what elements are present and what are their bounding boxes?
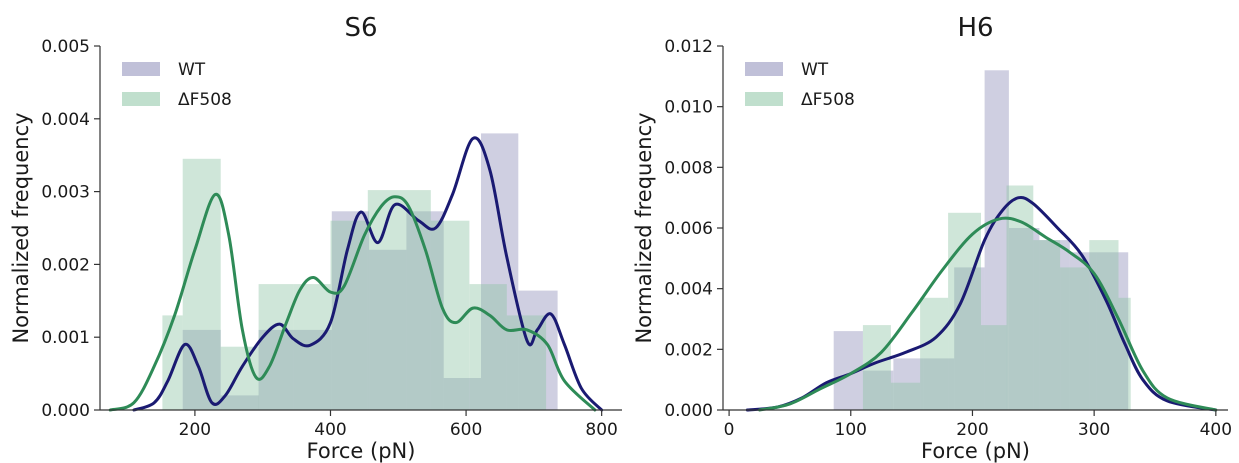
legend-label: WT [801,60,829,80]
legend-label: ΔF508 [178,90,232,110]
y-tick-label: 0.008 [664,158,713,178]
panel-s6: 0.000 0.001 0.002 0.003 0.004 0.005 200 400 600 8… [9,13,622,463]
y-tick-label: 0.005 [41,37,90,57]
histogram-bar [862,370,894,410]
histogram-bar [258,329,332,410]
histogram-bar [220,346,259,410]
x-tick-label: 300 [1078,420,1110,440]
y-axis-label: Normalized frequency [9,112,33,343]
histogram-bar [981,325,1007,410]
x-tick-label: 200 [179,420,211,440]
histogram-bar [920,297,949,410]
y-tick-label: 0.002 [664,340,713,360]
x-axis-label: Force (pN) [307,439,416,463]
legend: WT ΔF508 [745,60,855,110]
histogram-bar [293,284,331,410]
legend: WT ΔF508 [122,60,232,110]
y-axis-label: Normalized frequency [632,112,656,343]
histogram-bar [1009,228,1040,410]
chart-title: S6 [344,13,377,43]
histogram-bar [1060,267,1090,410]
chart-title: H6 [957,13,993,43]
x-tick-label: 0 [724,420,735,440]
kde-line-df508 [108,192,597,412]
kde-line-wt [745,195,1218,412]
kde-line-wt [132,136,604,412]
y-tick-label: 0.004 [41,110,90,130]
histogram-bar [162,315,183,410]
y-tick-label: 0.003 [41,183,90,203]
histogram-bar [331,211,370,410]
histogram-bar [481,133,519,410]
histogram-bar [893,358,924,410]
x-tick-label: 400 [314,420,346,440]
histogram-bar [443,378,481,410]
histogram-bar [182,329,221,410]
y-tick-label: 0.002 [41,255,90,275]
histogram-bar [923,358,955,410]
y-tick-label: 0.004 [664,280,713,300]
legend-swatch [745,62,783,76]
histogram-bar [984,70,1009,411]
y-tick-label: 0.000 [664,401,713,421]
legend-swatch [745,92,783,106]
y-tick-label: 0.006 [664,219,713,239]
histogram-bar [469,284,507,410]
x-tick-label: 400 [1200,420,1232,440]
panel-h6: 0.000 0.002 0.004 0.006 0.008 0.010 0.012 0 100 2… [632,13,1232,463]
histogram-bar [369,249,407,410]
bars-wt [833,70,1129,411]
histogram-bar [367,190,431,410]
histogram-bar [220,395,259,410]
x-tick-label: 200 [956,420,988,440]
kde-line-df508 [758,216,1218,412]
y-tick-label: 0.010 [664,98,713,118]
legend-swatch [122,62,160,76]
histogram-bar [1069,252,1097,410]
histogram-bar [1089,240,1119,410]
histogram-bar [182,158,221,410]
bars-df508 [862,185,1131,410]
histogram-bar [954,267,985,410]
histogram-bar [1039,240,1070,410]
bars-wt [182,133,558,410]
y-tick-label: 0.000 [41,401,90,421]
x-tick-label: 100 [835,420,867,440]
x-tick-label: 800 [585,420,617,440]
legend-swatch [122,92,160,106]
legend-label: ΔF508 [801,90,855,110]
x-tick-label: 600 [450,420,482,440]
y-tick-label: 0.001 [41,328,90,348]
histogram-bar [890,382,921,410]
legend-label: WT [178,60,206,80]
histogram-bar [1033,240,1061,410]
histogram-bar [948,212,981,410]
bars-df508 [162,158,547,410]
y-tick-label: 0.012 [664,37,713,57]
x-axis-label: Force (pN) [921,439,1030,463]
histogram-bar [330,220,368,410]
